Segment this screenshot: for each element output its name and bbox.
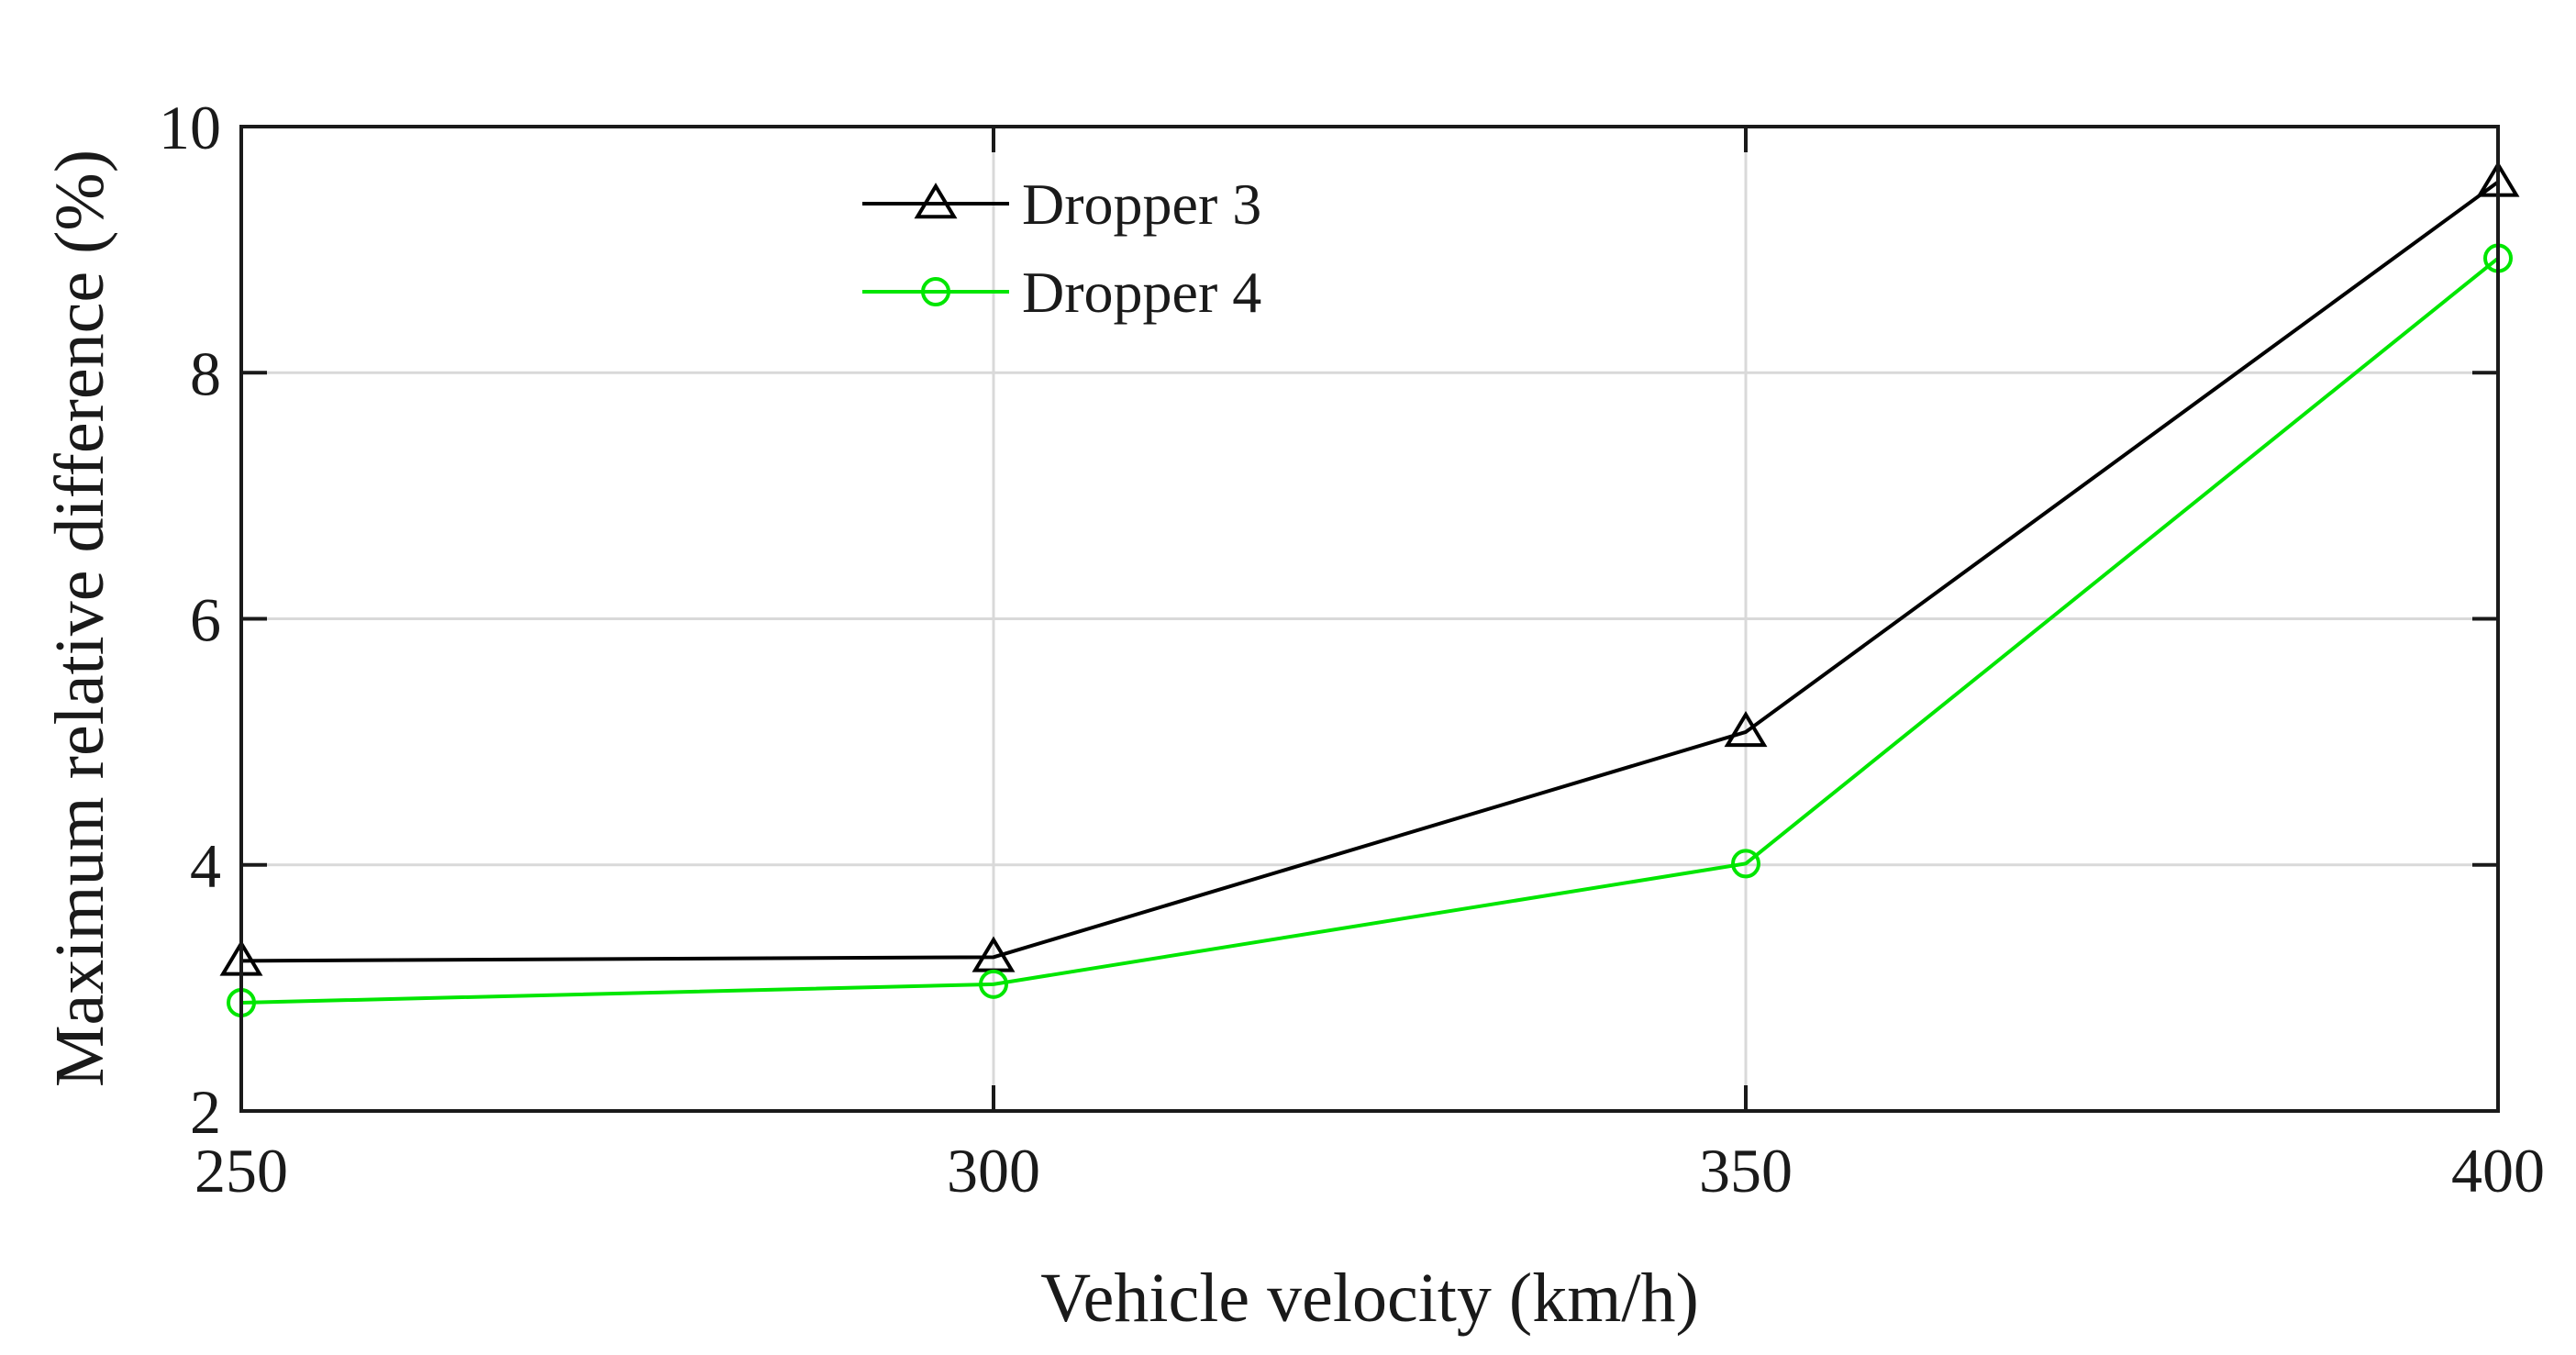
legend-entry: Dropper 4 — [862, 260, 1261, 325]
y-tick-label: 2 — [190, 1077, 221, 1147]
series-line — [240, 180, 2500, 963]
series-2 — [227, 243, 2513, 1017]
y-tick-label: 8 — [190, 339, 221, 408]
data-point-marker — [979, 969, 1008, 999]
x-tick-label: 400 — [2451, 1136, 2545, 1205]
x-tick-label: 300 — [947, 1136, 1040, 1205]
x-axis-title: Vehicle velocity (km/h) — [1040, 1260, 1699, 1337]
legend-marker — [914, 183, 958, 219]
axis-ticks: 250 300 350 400 2 4 6 8 10 — [159, 93, 2545, 1205]
data-point-marker — [1731, 849, 1760, 879]
y-tick-label: 6 — [190, 585, 221, 655]
legend: Dropper 3 Dropper 4 — [862, 172, 1261, 325]
grid — [241, 127, 2498, 1111]
y-tick-label: 10 — [159, 93, 221, 162]
data-point-marker — [1724, 711, 1768, 748]
legend-label: Dropper 4 — [1022, 260, 1261, 325]
x-tick-label: 350 — [1699, 1136, 1793, 1205]
x-tick-label: 250 — [194, 1136, 288, 1205]
y-tick-label: 4 — [190, 831, 221, 901]
legend-marker — [921, 277, 950, 306]
y-axis-title: Maximum relative difference (%) — [41, 150, 118, 1087]
series-line — [240, 256, 2500, 1005]
legend-entry: Dropper 3 — [862, 172, 1261, 237]
series-layer — [219, 161, 2520, 1017]
series-1 — [219, 161, 2520, 976]
legend-label: Dropper 3 — [1022, 172, 1261, 237]
